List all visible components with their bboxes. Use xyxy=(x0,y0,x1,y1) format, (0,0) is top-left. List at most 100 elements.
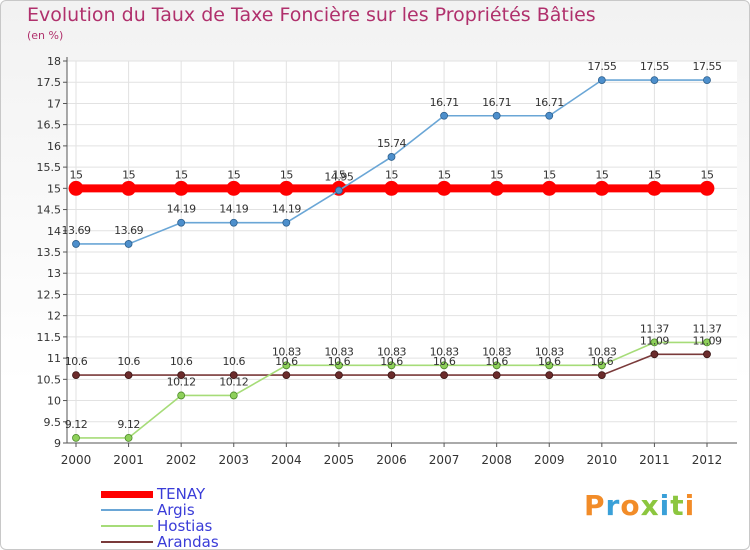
y-tick-label: 12 xyxy=(47,310,61,323)
x-tick-label: 2012 xyxy=(692,453,723,467)
data-label-arandas: 11.09 xyxy=(693,334,722,347)
chart-title: Evolution du Taux de Taxe Foncière sur l… xyxy=(27,4,596,26)
data-label-arandas: 10.6 xyxy=(538,355,561,368)
data-point-arandas xyxy=(492,371,501,379)
y-tick-label: 12.5 xyxy=(37,288,62,301)
data-label-tenay: 15 xyxy=(438,168,451,181)
y-tick-label: 13.5 xyxy=(37,246,62,259)
data-point-argis xyxy=(440,111,448,120)
data-label-argis: 13.69 xyxy=(62,224,91,237)
legend-swatch-tenay xyxy=(101,490,153,498)
data-point-tenay xyxy=(226,180,242,196)
data-label-hostias: 9.12 xyxy=(117,418,140,431)
y-tick-label: 16.5 xyxy=(37,119,62,132)
x-tick-label: 2004 xyxy=(271,453,302,467)
data-label-hostias: 10.83 xyxy=(535,345,564,358)
legend-item-hostias: Hostias xyxy=(101,518,219,534)
data-label-argis: 17.55 xyxy=(640,60,669,73)
data-point-tenay xyxy=(278,180,294,196)
y-tick-label: 17 xyxy=(47,97,61,110)
data-point-argis xyxy=(650,76,659,84)
legend-item-arandas: Arandas xyxy=(101,533,219,550)
data-point-tenay xyxy=(647,180,662,196)
y-tick-label: 15.5 xyxy=(37,161,62,174)
y-tick-label: 16 xyxy=(47,140,61,153)
unit-label: (en %) xyxy=(27,29,64,42)
data-point-tenay xyxy=(384,180,399,196)
data-point-hostias xyxy=(282,361,291,370)
y-tick-label: 17.5 xyxy=(37,76,62,89)
y-tick-label: 10.5 xyxy=(37,373,62,386)
legend-item-tenay: TENAY xyxy=(101,486,219,502)
x-tick-label: 2003 xyxy=(218,453,249,467)
data-label-tenay: 15 xyxy=(385,168,398,181)
data-label-hostias: 10.12 xyxy=(219,375,248,388)
data-point-hostias xyxy=(72,434,80,442)
y-tick-label: 14 xyxy=(47,225,61,238)
data-point-arandas xyxy=(597,371,606,379)
data-point-hostias xyxy=(229,391,238,400)
x-tick-label: 2001 xyxy=(113,453,144,467)
legend-swatch-argis xyxy=(101,509,153,511)
data-label-argis: 13.69 xyxy=(114,224,143,237)
data-point-arandas xyxy=(650,350,659,359)
data-label-arandas: 10.6 xyxy=(328,355,351,368)
data-label-argis: 16.71 xyxy=(482,96,511,109)
data-label-argis: 17.55 xyxy=(693,60,722,73)
data-label-tenay: 15 xyxy=(227,168,240,181)
data-label-arandas: 10.6 xyxy=(170,355,193,368)
legend-label-arandas: Arandas xyxy=(157,533,219,550)
data-label-hostias: 11.37 xyxy=(640,322,669,335)
data-label-tenay: 15 xyxy=(595,168,608,181)
y-tick-label: 9.5 xyxy=(44,416,62,429)
data-point-tenay xyxy=(489,180,505,196)
data-label-arandas: 10.6 xyxy=(433,355,456,368)
data-point-arandas xyxy=(124,371,133,379)
data-label-argis: 15.74 xyxy=(377,137,406,150)
data-label-tenay: 15 xyxy=(122,168,135,181)
legend-swatch-arandas xyxy=(101,541,153,543)
y-tick-label: 10 xyxy=(47,395,61,408)
data-point-tenay xyxy=(173,180,189,196)
data-label-arandas: 10.6 xyxy=(65,355,88,368)
data-label-hostias: 10.83 xyxy=(587,345,616,358)
data-label-hostias: 10.83 xyxy=(482,345,511,358)
x-tick-label: 2009 xyxy=(534,453,565,467)
y-tick-label: 11.5 xyxy=(37,331,62,344)
data-point-hostias xyxy=(703,338,711,347)
proxiti-logo[interactable]: Proxiti xyxy=(584,489,695,522)
data-point-argis xyxy=(229,218,238,227)
data-label-tenay: 15 xyxy=(648,168,661,181)
data-label-arandas: 10.6 xyxy=(380,355,403,368)
data-label-argis: 14.19 xyxy=(272,203,301,216)
data-label-hostias: 11.37 xyxy=(693,322,722,335)
data-point-argis xyxy=(703,76,711,84)
data-point-arandas xyxy=(229,371,238,379)
data-point-tenay xyxy=(594,180,610,196)
data-point-hostias xyxy=(492,361,501,370)
data-label-argis: 17.55 xyxy=(587,60,616,73)
data-label-arandas: 10.6 xyxy=(223,355,246,368)
data-point-tenay xyxy=(121,180,136,196)
data-label-arandas: 11.09 xyxy=(640,334,669,347)
data-point-hostias xyxy=(335,361,343,370)
x-tick-label: 2007 xyxy=(429,453,460,467)
legend-label-hostias: Hostias xyxy=(157,517,213,535)
data-point-arandas xyxy=(703,350,711,359)
data-label-hostias: 9.12 xyxy=(65,418,88,431)
data-point-arandas xyxy=(282,371,291,379)
x-tick-label: 2008 xyxy=(481,453,512,467)
legend-item-argis: Argis xyxy=(101,502,219,518)
data-label-argis: 16.71 xyxy=(535,96,564,109)
x-tick-label: 2000 xyxy=(61,453,92,467)
x-tick-label: 2011 xyxy=(639,453,670,467)
data-label-tenay: 15 xyxy=(543,168,556,181)
data-point-tenay xyxy=(699,180,715,196)
data-point-arandas xyxy=(335,371,343,379)
data-label-arandas: 10.6 xyxy=(591,355,614,368)
data-point-argis xyxy=(177,218,186,227)
data-point-argis xyxy=(492,111,501,120)
data-point-argis xyxy=(72,240,80,248)
data-point-argis xyxy=(282,218,291,227)
